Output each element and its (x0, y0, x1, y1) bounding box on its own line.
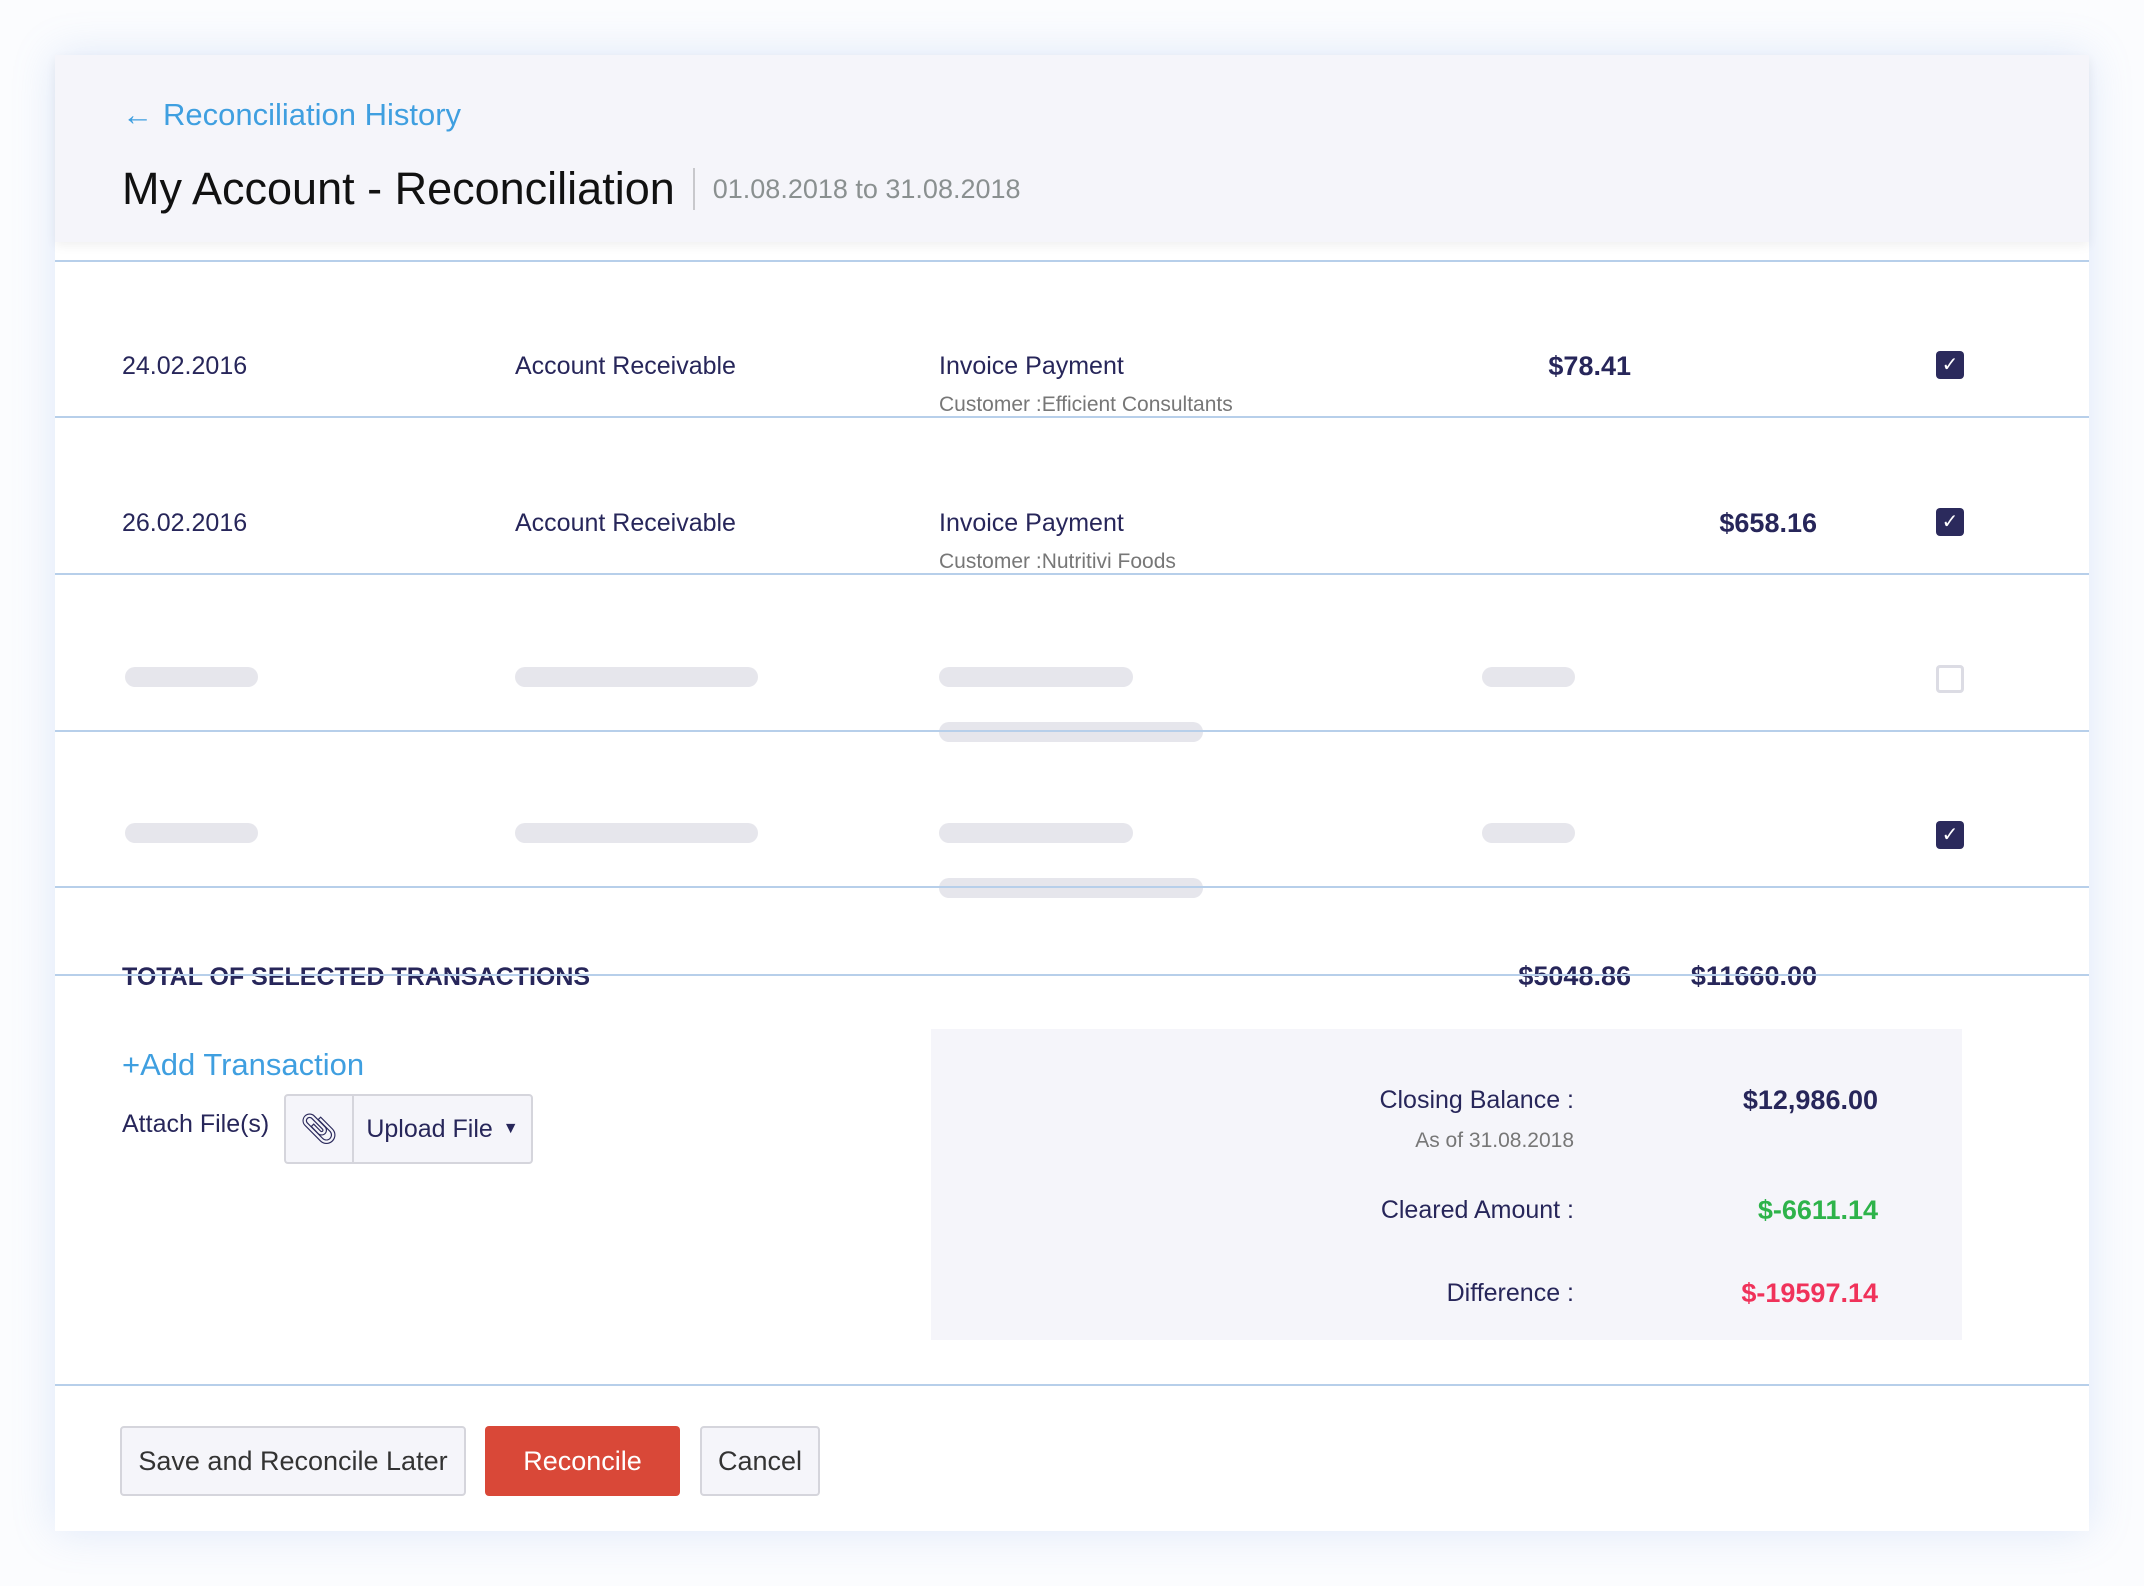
description: Invoice Payment (939, 509, 1124, 537)
table-row: 24.02.2016 Account Receivable Invoice Pa… (55, 262, 2089, 416)
summary-panel: Closing Balance : $12,986.00 As of 31.08… (931, 1029, 1962, 1340)
back-link-label: Reconciliation History (163, 97, 462, 132)
closing-balance-label: Closing Balance : (1379, 1086, 1574, 1114)
divider (55, 416, 2089, 418)
debit-amount: $78.41 (1548, 351, 1631, 381)
skeleton-bar (515, 667, 758, 687)
upload-file-control: 📎︎ Upload File ▼ (284, 1094, 533, 1164)
row-checkbox[interactable] (1936, 665, 1964, 693)
paperclip-icon[interactable]: 📎︎ (286, 1096, 354, 1162)
skeleton-bar (939, 722, 1203, 742)
divider (55, 974, 2089, 976)
table-row-loading: ✓ (55, 732, 2089, 898)
back-link[interactable]: ← Reconciliation History (122, 97, 461, 133)
divider (692, 168, 695, 210)
as-of-date: As of 31.08.2018 (1415, 1129, 1574, 1152)
divider (55, 1384, 2089, 1386)
attach-files-label: Attach File(s) (122, 1110, 270, 1138)
skeleton-bar (125, 667, 258, 687)
reconciliation-card: ← Reconciliation History My Account - Re… (55, 55, 2089, 1531)
upload-file-dropdown[interactable]: Upload File ▼ (354, 1096, 531, 1162)
caret-down-icon: ▼ (502, 1120, 519, 1137)
skeleton-bar (1482, 667, 1575, 687)
account: Account Receivable (515, 352, 736, 380)
date: 26.02.2016 (122, 509, 248, 537)
customer: Customer :Nutritivi Foods (939, 550, 1176, 573)
row-checkbox[interactable]: ✓ (1936, 821, 1964, 849)
table-row: 26.02.2016 Account Receivable Invoice Pa… (55, 418, 2089, 573)
title-bar: My Account - Reconciliation 01.08.2018 t… (122, 163, 1021, 215)
customer: Customer :Efficient Consultants (939, 393, 1233, 416)
row-checkbox[interactable]: ✓ (1936, 508, 1964, 536)
cancel-button[interactable]: Cancel (700, 1426, 820, 1496)
total-debit: $5048.86 (1518, 961, 1631, 991)
table-row-loading (55, 575, 2089, 742)
difference-label: Difference : (1446, 1279, 1574, 1307)
total-credit: $11660.00 (1690, 961, 1817, 991)
skeleton-bar (939, 823, 1133, 843)
page-title: My Account - Reconciliation (122, 163, 675, 214)
account: Account Receivable (515, 509, 736, 537)
cleared-amount-label: Cleared Amount : (1380, 1196, 1574, 1224)
date: 24.02.2016 (122, 352, 248, 380)
arrow-left-icon: ← (122, 97, 153, 132)
reconcile-button[interactable]: Reconcile (485, 1426, 680, 1496)
page-header: ← Reconciliation History My Account - Re… (55, 55, 2089, 242)
divider (55, 730, 2089, 732)
totals-label: TOTAL OF SELECTED TRANSACTIONS (122, 963, 591, 991)
save-reconcile-later-button[interactable]: Save and Reconcile Later (120, 1426, 466, 1496)
skeleton-bar (939, 667, 1133, 687)
skeleton-bar (1482, 823, 1575, 843)
cleared-amount-value: $-6611.14 (1757, 1195, 1878, 1225)
closing-balance-value: $12,986.00 (1742, 1085, 1878, 1115)
date-range: 01.08.2018 to 31.08.2018 (712, 173, 1021, 204)
skeleton-bar (125, 823, 258, 843)
upload-file-label: Upload File (366, 1114, 493, 1143)
skeleton-bar (939, 878, 1203, 898)
add-transaction-link[interactable]: +Add Transaction (122, 1047, 365, 1082)
credit-amount: $658.16 (1719, 508, 1817, 538)
difference-value: $-19597.14 (1741, 1278, 1878, 1308)
divider (55, 260, 2089, 262)
skeleton-bar (515, 823, 758, 843)
divider (55, 886, 2089, 888)
row-checkbox[interactable]: ✓ (1936, 351, 1964, 379)
description: Invoice Payment (939, 352, 1124, 380)
divider (55, 573, 2089, 575)
